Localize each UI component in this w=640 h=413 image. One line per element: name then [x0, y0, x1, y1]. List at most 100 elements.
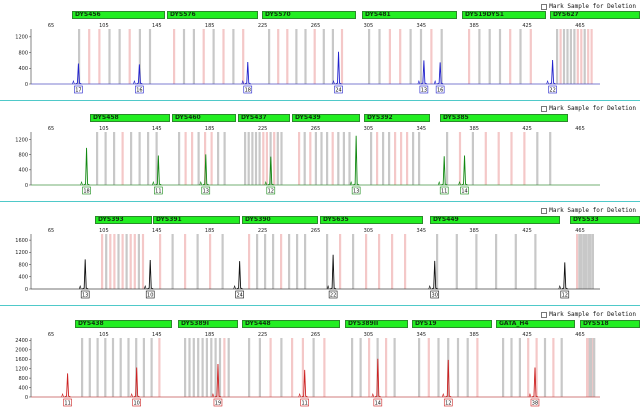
stutter-peak	[61, 393, 64, 398]
locus-dys19dys1[interactable]: DYS19DYS1	[462, 11, 546, 19]
bin-stripe	[197, 338, 200, 397]
bin-stripe	[137, 234, 140, 289]
locus-dys627[interactable]: DYS627	[550, 11, 640, 19]
electropherogram[interactable]: 65 105 145 185 225 265 305 345 385 425 465 0 400 800 1…	[0, 101, 640, 201]
x-tick-label: 225	[258, 23, 268, 29]
electropherogram[interactable]: 65 105 145 185 225 265 305 345 385 425 465 0 400 800 1…	[0, 0, 640, 100]
bin-stripe	[232, 29, 235, 84]
x-tick-label: 305	[364, 332, 374, 338]
bin-stripe	[440, 29, 443, 84]
bin-stripe	[587, 29, 590, 84]
x-tick-label: 185	[205, 126, 215, 132]
locus-dys389i[interactable]: DYS389I	[178, 320, 238, 328]
bin-stripe	[342, 132, 345, 185]
mark-checkbox[interactable]	[541, 3, 548, 10]
allele-call: 12	[562, 293, 568, 299]
locus-dys393[interactable]: DYS393	[95, 216, 152, 224]
allele-call: 18	[83, 189, 89, 195]
allele-call-box	[63, 398, 72, 407]
locus-dys635[interactable]: DYS635	[320, 216, 423, 224]
bin-stripe	[312, 338, 315, 397]
locus-dys19[interactable]: DYS19	[412, 320, 492, 328]
peak	[329, 254, 337, 290]
bin-stripe	[378, 29, 381, 84]
bin-stripe	[135, 338, 138, 397]
allele-call-box	[460, 186, 469, 195]
bin-stripe	[418, 338, 421, 397]
bin-stripe	[150, 338, 153, 397]
allele-call: 13	[82, 293, 88, 299]
locus-dys449[interactable]: DYS449	[430, 216, 560, 224]
locus-dys533[interactable]: DYS533	[570, 216, 640, 224]
bin-stripe	[129, 234, 132, 289]
x-tick-label: 425	[522, 126, 532, 132]
bin-stripe	[323, 338, 326, 397]
bin-stripe	[138, 29, 141, 84]
bin-stripe	[304, 29, 307, 84]
stutter-peak	[264, 181, 268, 186]
bin-stripe	[184, 338, 187, 397]
mark-checkbox[interactable]	[541, 105, 548, 112]
bin-stripe	[98, 29, 101, 84]
y-tick-label: 0	[25, 395, 28, 401]
locus-dys391[interactable]: DYS391	[153, 216, 240, 224]
bin-stripe	[510, 338, 513, 397]
mark-sample-for-deletion[interactable]: Mark Sample for Deletion	[541, 310, 636, 319]
locus-dys390[interactable]: DYS390	[242, 216, 318, 224]
locus-dys437[interactable]: DYS437	[238, 114, 290, 122]
mark-checkbox[interactable]	[541, 207, 548, 214]
locus-dys389ii[interactable]: DYS389II	[345, 320, 408, 328]
allele-call-box	[132, 398, 141, 407]
bin-stripe	[331, 132, 334, 185]
stutter-peak	[437, 181, 441, 186]
peak	[244, 61, 251, 85]
bin-stripe	[244, 132, 247, 185]
allele-call: 12	[445, 401, 451, 407]
bin-stripe	[559, 29, 562, 84]
peak	[236, 261, 243, 290]
stutter-peak	[417, 80, 421, 85]
stutter-peak	[152, 181, 155, 186]
bin-stripe	[276, 132, 279, 185]
mark-sample-for-deletion[interactable]: Mark Sample for Deletion	[541, 2, 636, 11]
locus-dys439[interactable]: DYS439	[292, 114, 360, 122]
mark-sample-for-deletion[interactable]: Mark Sample for Deletion	[541, 206, 636, 215]
locus-dys481[interactable]: DYS481	[362, 11, 457, 19]
locus-dys392[interactable]: DYS392	[364, 114, 430, 122]
y-tick-label: 400	[18, 168, 28, 174]
locus-dys448[interactable]: DYS448	[242, 320, 340, 328]
bin-stripes	[78, 29, 593, 84]
bin-stripe	[388, 132, 391, 185]
bin-stripe	[104, 132, 107, 185]
locus-dys438[interactable]: DYS438	[75, 320, 172, 328]
bin-stripe	[368, 338, 371, 397]
locus-dys518[interactable]: DYS518	[580, 320, 640, 328]
bin-stripe	[227, 338, 230, 397]
bin-stripe	[304, 234, 307, 289]
allele-call-box	[443, 398, 453, 407]
bin-stripe	[155, 132, 158, 185]
bin-stripe	[585, 234, 588, 289]
bin-stripe	[348, 132, 351, 185]
electropherogram[interactable]: 65 105 145 185 225 265 305 345 385 425 465 0 400 800 1…	[0, 202, 640, 305]
locus-dys460[interactable]: DYS460	[172, 114, 236, 122]
electropherogram[interactable]: 65 105 145 185 225 265 305 345 385 425 465 0 400 800 1…	[0, 306, 640, 413]
bin-stripe	[552, 338, 555, 397]
mark-sample-for-deletion[interactable]: Mark Sample for Deletion	[541, 104, 636, 113]
x-tick-label: 465	[575, 126, 585, 132]
locus-dys456[interactable]: DYS456	[72, 11, 165, 19]
x-tick-label: 65	[48, 332, 54, 338]
bin-stripe	[569, 29, 572, 84]
locus-dys570[interactable]: DYS570	[262, 11, 356, 19]
locus-dys458[interactable]: DYS458	[90, 114, 170, 122]
bin-stripe	[359, 338, 362, 397]
peak	[335, 51, 342, 85]
locus-dys576[interactable]: DYS576	[167, 11, 258, 19]
bin-stripe	[527, 338, 530, 397]
y-tick-label: 2400	[15, 338, 28, 344]
locus-dys385[interactable]: DYS385	[440, 114, 568, 122]
locus-gata_h4[interactable]: GATA_H4	[496, 320, 575, 328]
mark-checkbox[interactable]	[541, 311, 548, 318]
allele-call-box	[201, 186, 211, 195]
allele-call: 10	[147, 293, 153, 299]
